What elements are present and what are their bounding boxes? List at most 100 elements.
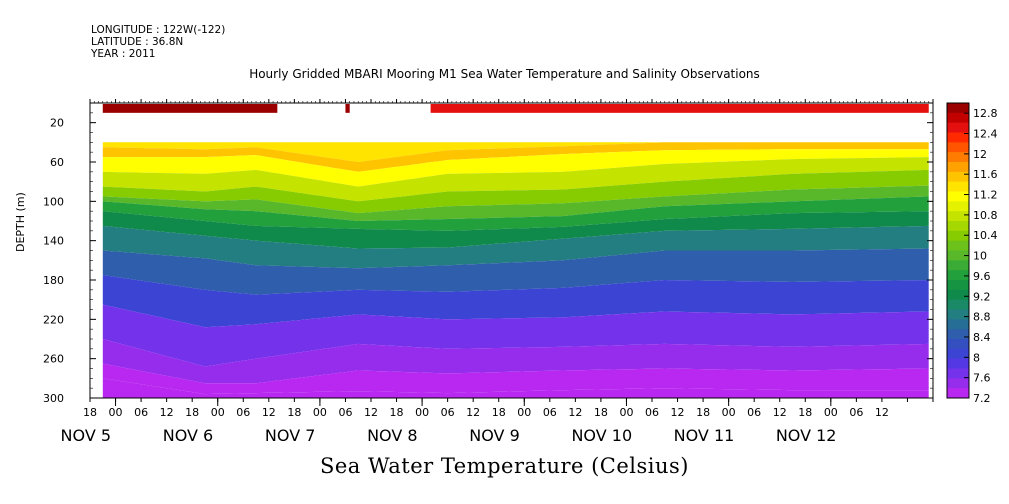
colorbar-tick-label: 8.8	[973, 311, 991, 324]
y-tick-label: 260	[43, 353, 64, 366]
temperature-band-1	[102, 142, 929, 172]
temperature-band-13	[102, 363, 929, 395]
temperature-band-5	[102, 185, 929, 221]
temperature-band-6	[102, 196, 929, 231]
colorbar-tick-label: 7.2	[973, 392, 991, 405]
colorbar-swatch	[947, 339, 969, 350]
x-hour-tick-label: 06	[849, 406, 863, 419]
temperature-band-4	[102, 169, 929, 214]
y-tick-label: 60	[50, 156, 64, 169]
colorbar-swatch	[947, 112, 969, 124]
colorbar-swatch	[947, 309, 969, 320]
x-hour-tick-label: 18	[390, 406, 404, 419]
day-label: NOV 5	[61, 426, 112, 445]
axes: 18 00 06 12 18 00 06 12 18 00 06 12 18 00 06 12 18 00 06 12…	[43, 99, 934, 445]
surface-segment-0	[102, 103, 278, 113]
colorbar-tick-label: 10.8	[973, 209, 998, 222]
temperature-band-0	[102, 142, 929, 162]
x-hour-tick-label: 00	[109, 406, 123, 419]
x-hour-tick-label: 12	[160, 406, 174, 419]
x-hour-tick-label: 06	[747, 406, 761, 419]
colorbar-swatch	[947, 221, 969, 232]
y-tick-label: 300	[43, 392, 64, 405]
chart-title: Hourly Gridded MBARI Mooring M1 Sea Wate…	[249, 67, 760, 81]
x-hour-tick-label: 12	[466, 406, 480, 419]
x-hour-tick-label: 12	[568, 406, 582, 419]
y-tick-label: 20	[50, 117, 64, 130]
colorbar-swatch	[947, 152, 969, 163]
colorbar-frame	[946, 102, 970, 399]
x-hour-tick-label: 00	[722, 406, 736, 419]
colorbar-tick-label: 7.6	[973, 372, 991, 385]
colorbar-swatch	[947, 240, 969, 251]
heatmap-plot	[102, 103, 929, 398]
colorbar-tick-label: 9.6	[973, 270, 991, 283]
colorbar-swatch	[947, 289, 969, 301]
x-hour-tick-label: 18	[492, 406, 506, 419]
colorbar-swatch	[947, 191, 969, 202]
x-hour-tick-label: 12	[875, 406, 889, 419]
temperature-band-14	[102, 378, 929, 398]
x-hour-tick-label: 18	[287, 406, 301, 419]
x-hour-tick-label: 00	[824, 406, 838, 419]
x-hour-tick-label: 18	[594, 406, 608, 419]
colorbar-swatch	[947, 319, 969, 330]
temperature-band-2	[102, 149, 929, 187]
colorbar-tick-label: 8.4	[973, 331, 991, 344]
x-hour-tick-label: 18	[798, 406, 812, 419]
colorbar-swatch	[947, 329, 969, 340]
x-hour-tick-label: 12	[364, 406, 378, 419]
colorbar-swatch	[947, 171, 969, 183]
x-hour-tick-label: 06	[134, 406, 148, 419]
colorbar-swatch	[947, 348, 969, 360]
longitude-label: LONGITUDE : 122W(-122)	[91, 24, 226, 36]
temperature-band-11	[102, 304, 929, 367]
day-label: NOV 12	[776, 426, 837, 445]
y-tick-label: 100	[43, 195, 64, 208]
colorbar-tick-label: 9.2	[973, 290, 991, 303]
day-label: NOV 8	[367, 426, 418, 445]
temperature-band-7	[102, 211, 929, 249]
colorbar-tick-label: 11.6	[973, 168, 998, 181]
colorbar-swatch	[947, 211, 969, 222]
temperature-band-9	[102, 248, 929, 295]
colorbar: 12.8 12.4 12 11.6 11.2 10.8 10.4 10 9.6 9.2 8.8 8.4…	[946, 102, 998, 405]
colorbar-swatch	[947, 368, 969, 379]
colorbar-swatch	[947, 122, 969, 133]
colorbar-tick-label: 12	[973, 148, 987, 161]
day-label: NOV 9	[469, 426, 519, 445]
temperature-band-3	[102, 157, 929, 202]
colorbar-tick-label: 12.8	[973, 107, 998, 120]
colorbar-swatch	[947, 162, 969, 173]
temperature-band-8	[102, 225, 929, 269]
colorbar-swatch	[947, 299, 969, 310]
colorbar-swatch	[947, 181, 969, 192]
colorbar-tick-label: 12.4	[973, 128, 998, 141]
latitude-label: LATITUDE : 36.8N	[91, 36, 184, 48]
colorbar-swatch	[947, 250, 969, 261]
x-hour-tick-label: 06	[441, 406, 455, 419]
day-label: NOV 11	[674, 426, 735, 445]
x-hour-tick-label: 06	[338, 406, 352, 419]
day-label: NOV 7	[265, 426, 316, 445]
x-hour-tick-label: 18	[83, 406, 97, 419]
x-axis-label: Sea Water Temperature (Celsius)	[319, 454, 689, 478]
x-hour-tick-label: 12	[262, 406, 276, 419]
colorbar-swatch	[947, 260, 969, 271]
colorbar-swatch	[947, 270, 969, 281]
colorbar-swatch	[947, 230, 969, 242]
x-hour-tick-label: 00	[619, 406, 633, 419]
surface-segment-1	[345, 103, 350, 113]
colorbar-swatch	[947, 142, 969, 153]
x-hour-tick-label: 18	[185, 406, 199, 419]
colorbar-tick-label: 8	[973, 351, 980, 364]
x-hour-tick-label: 00	[415, 406, 429, 419]
x-hour-tick-label: 06	[543, 406, 557, 419]
y-axis-label: DEPTH (m)	[14, 192, 27, 252]
colorbar-tick-label: 11.2	[973, 189, 998, 202]
x-hour-tick-label: 06	[236, 406, 250, 419]
colorbar-tick-label: 10	[973, 250, 987, 263]
colorbar-swatch	[947, 201, 969, 212]
colorbar-swatch	[947, 378, 969, 389]
